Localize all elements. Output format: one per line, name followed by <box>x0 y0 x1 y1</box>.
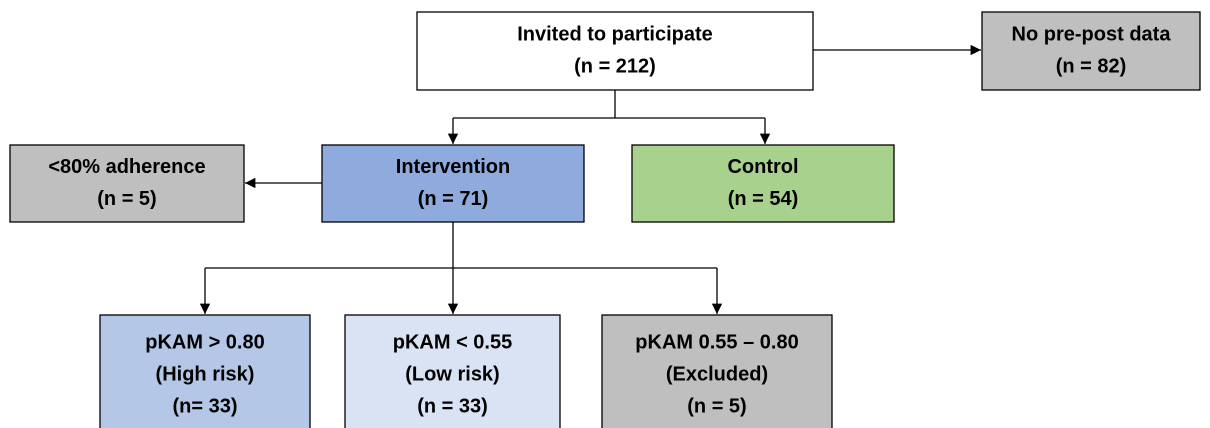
node-text: (n= 33) <box>172 395 237 417</box>
node: Invited to participate (n = 212) <box>416 11 814 91</box>
node-text: pKAM 0.55 – 0.80 <box>635 331 798 353</box>
node-text: Invited to participate <box>517 23 713 45</box>
node-box <box>981 11 1201 91</box>
node-text: (Low risk) <box>405 363 499 385</box>
node-text: No pre-post data <box>1012 23 1172 45</box>
node-text: (n = 5) <box>687 395 746 417</box>
node-text: (n = 212) <box>574 55 656 77</box>
node: No pre-post data (n = 82) <box>981 11 1201 91</box>
node: <80% adherence (n = 5) <box>9 144 245 223</box>
node-box <box>416 11 814 91</box>
node-text: (n = 71) <box>418 188 489 210</box>
node-box <box>99 314 311 428</box>
node-text: pKAM < 0.55 <box>393 331 512 353</box>
connectors <box>199 44 981 314</box>
node: pKAM < 0.55 (Low risk) (n = 33) <box>344 314 561 428</box>
node-text: (n = 54) <box>728 188 799 210</box>
node-text: Intervention <box>396 156 510 178</box>
node: pKAM 0.55 – 0.80 (Excluded) (n = 5) <box>601 314 833 428</box>
node: pKAM > 0.80 (High risk) (n= 33) <box>99 314 311 428</box>
node-text: (n = 5) <box>97 188 156 210</box>
node-text: (Excluded) <box>666 363 768 385</box>
node-box <box>344 314 561 428</box>
node: Control (n = 54) <box>631 144 895 223</box>
node-box <box>631 144 895 223</box>
node-text: (n = 33) <box>417 395 488 417</box>
node-box <box>601 314 833 428</box>
node-text: pKAM > 0.80 <box>145 331 264 353</box>
node-box <box>9 144 245 223</box>
node-box <box>321 144 585 223</box>
node-text: <80% adherence <box>48 156 205 178</box>
node-text: (High risk) <box>156 363 255 385</box>
node-text: Control <box>727 156 798 178</box>
node-text: (n = 82) <box>1056 55 1127 77</box>
node: Intervention (n = 71) <box>321 144 585 223</box>
